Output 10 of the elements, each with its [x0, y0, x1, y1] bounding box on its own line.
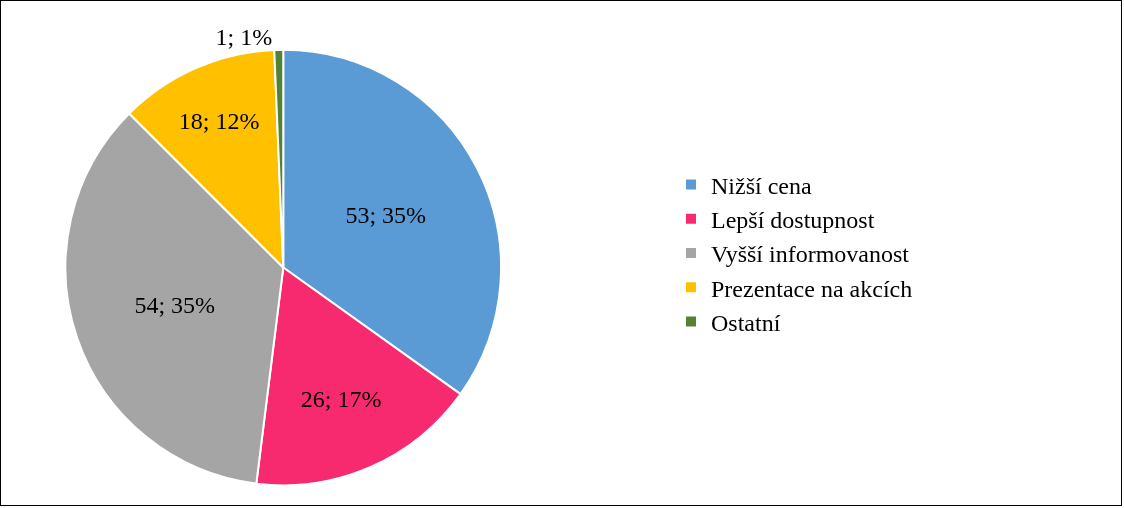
data-label: 1; 1%: [215, 23, 273, 50]
legend-label: Vyšší informovanost: [711, 241, 910, 268]
data-label: 53; 35%: [345, 201, 427, 228]
legend-label: Prezentace na akcích: [711, 275, 913, 302]
legend-label: Lepší dostupnost: [711, 207, 875, 234]
data-label: 54; 35%: [134, 291, 216, 318]
data-label: 26; 17%: [300, 386, 382, 413]
legend-label: Nižší cena: [711, 172, 812, 199]
legend-label: Ostatní: [711, 309, 781, 336]
data-label: 18; 12%: [178, 108, 260, 135]
